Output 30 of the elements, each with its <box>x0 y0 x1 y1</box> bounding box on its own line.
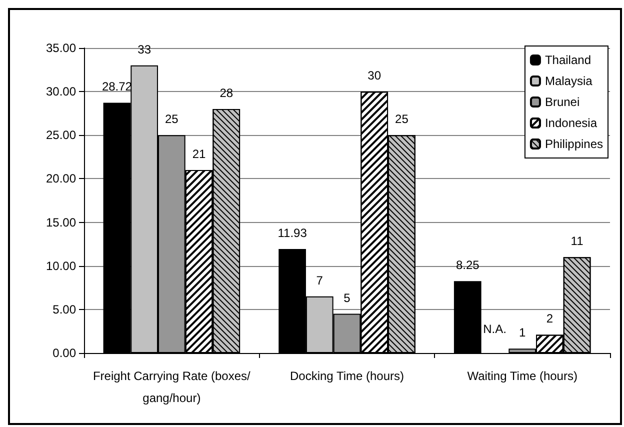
x-tick-label: Waiting Time (hours) <box>467 369 578 383</box>
data-label: 33 <box>138 42 152 56</box>
y-tick-label: 10.00 <box>46 258 76 273</box>
data-label: 1 <box>518 326 526 340</box>
y-tick-label: 25.00 <box>46 128 76 142</box>
y-tick-label: 35.00 <box>46 41 76 55</box>
data-label: 5 <box>344 290 351 305</box>
x-tick-label: Freight Carrying Rate (boxes/gang/hour) <box>92 369 252 405</box>
y-tick-label: 0.00 <box>52 346 76 360</box>
legend-label: Brunei <box>544 95 580 109</box>
y-tick-label: 5.00 <box>52 302 76 316</box>
data-label: 21 <box>192 147 206 161</box>
data-label: 25 <box>395 112 409 126</box>
x-tick-label: Docking Time (hours) <box>290 369 404 383</box>
y-tick-label: 30.00 <box>46 84 76 99</box>
legend-label: Indonesia <box>544 116 598 130</box>
y-tick-label: 20.00 <box>46 172 76 186</box>
legend-label: Philippines <box>544 137 604 151</box>
y-tick-label: 15.00 <box>46 215 76 230</box>
legend-label: Malaysia <box>544 74 593 88</box>
text: N.A. <box>483 322 506 336</box>
data-label: 11.93 <box>278 226 308 240</box>
data-label: 30 <box>368 68 382 83</box>
data-label: 7 <box>316 273 324 288</box>
data-label: 2 <box>546 312 554 326</box>
data-label: 25 <box>164 112 179 126</box>
data-label: 28 <box>220 86 234 100</box>
legend-label: Thailand <box>544 53 591 67</box>
data-label: 11 <box>570 234 584 248</box>
data-label: 8.25 <box>456 258 480 272</box>
